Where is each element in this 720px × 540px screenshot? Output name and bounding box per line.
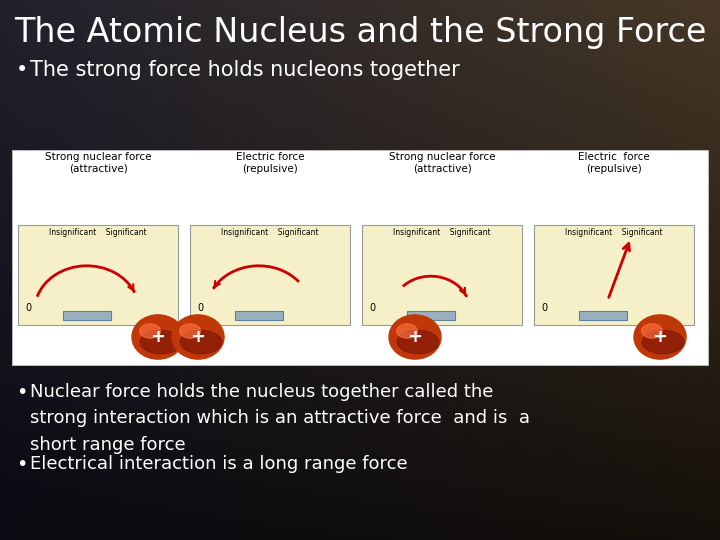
Text: Insignificant    Significant: Insignificant Significant — [49, 228, 147, 237]
Text: •: • — [16, 455, 27, 474]
Ellipse shape — [179, 324, 200, 338]
Bar — [12, 150, 708, 365]
Bar — [534, 225, 694, 325]
Bar — [579, 311, 627, 320]
Bar — [235, 311, 283, 320]
Text: Strong nuclear force
(attractive): Strong nuclear force (attractive) — [389, 152, 495, 173]
Text: +: + — [191, 328, 205, 346]
Bar — [362, 225, 522, 325]
Bar — [190, 225, 350, 325]
Text: +: + — [150, 328, 166, 346]
Ellipse shape — [132, 315, 184, 359]
Ellipse shape — [140, 324, 161, 338]
Text: Electric  force
(repulsive): Electric force (repulsive) — [578, 152, 650, 173]
Text: The Atomic Nucleus and the Strong Force: The Atomic Nucleus and the Strong Force — [14, 16, 706, 49]
Ellipse shape — [172, 315, 224, 359]
Ellipse shape — [397, 330, 438, 354]
Text: 0: 0 — [369, 303, 375, 313]
Text: 0: 0 — [541, 303, 547, 313]
Text: Insignificant    Significant: Insignificant Significant — [221, 228, 319, 237]
Ellipse shape — [140, 330, 181, 354]
Ellipse shape — [634, 315, 686, 359]
Bar — [407, 311, 455, 320]
Text: +: + — [408, 328, 423, 346]
Ellipse shape — [180, 330, 222, 354]
Text: 0: 0 — [25, 303, 31, 313]
Text: Nuclear force holds the nucleus together called the
strong interaction which is : Nuclear force holds the nucleus together… — [30, 383, 530, 454]
Text: •: • — [16, 383, 27, 402]
Text: Strong nuclear force
(attractive): Strong nuclear force (attractive) — [45, 152, 151, 173]
Text: •: • — [16, 60, 28, 80]
Ellipse shape — [397, 324, 418, 338]
Text: Insignificant    Significant: Insignificant Significant — [565, 228, 663, 237]
Text: Electrical interaction is a long range force: Electrical interaction is a long range f… — [30, 455, 408, 473]
Bar — [63, 311, 111, 320]
Text: The strong force holds nucleons together: The strong force holds nucleons together — [30, 60, 460, 80]
Text: +: + — [652, 328, 667, 346]
Bar — [18, 225, 178, 325]
Text: Insignificant    Significant: Insignificant Significant — [393, 228, 491, 237]
Text: 0: 0 — [197, 303, 203, 313]
Ellipse shape — [642, 330, 684, 354]
Ellipse shape — [389, 315, 441, 359]
Text: Electric force
(repulsive): Electric force (repulsive) — [235, 152, 305, 173]
Ellipse shape — [642, 324, 662, 338]
